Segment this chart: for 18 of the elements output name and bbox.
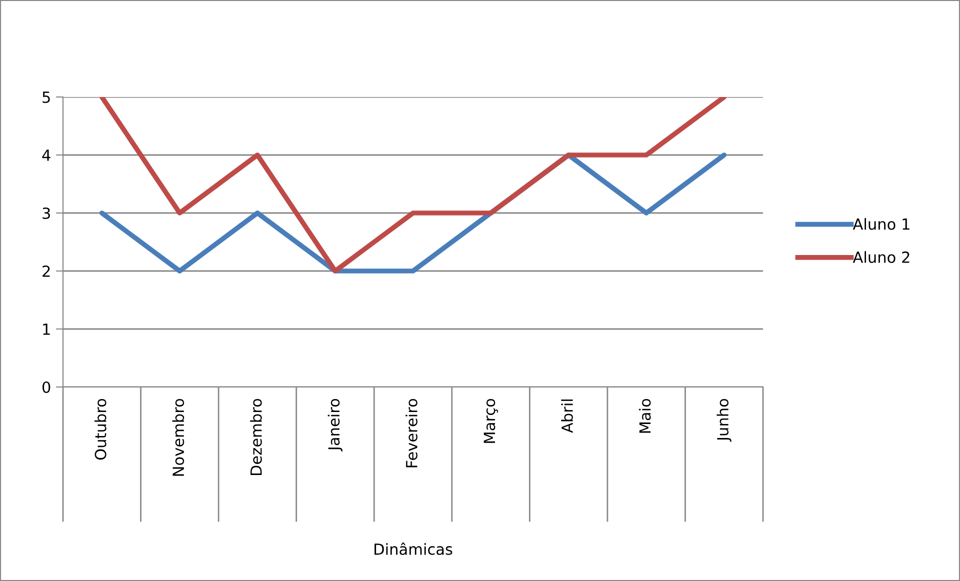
x-tick-label: Dezembro (250, 398, 262, 476)
y-tick-label: 4 (42, 150, 50, 161)
legend-label: Aluno 2 (852, 251, 910, 263)
y-tick-label: 2 (42, 265, 50, 277)
x-tick-label: Maio (638, 398, 651, 433)
x-tick-label: Fevereiro (406, 398, 418, 468)
y-tick-label: 3 (42, 207, 50, 220)
y-tick-label: 0 (42, 381, 50, 394)
x-tick-label: Junho (716, 398, 732, 442)
x-tick-label: Novembro (172, 398, 184, 476)
x-axis-title: Dinâmicas (374, 542, 452, 555)
x-tick-label: Janeiro (328, 398, 342, 452)
x-tick-label: Outubro (94, 398, 106, 460)
y-tick-label: 1 (43, 324, 50, 335)
y-tick-label: 5 (42, 92, 50, 104)
legend-label: Aluno 1 (852, 218, 910, 230)
x-tick-label: Março (484, 398, 498, 443)
x-tick-label: Abril (561, 400, 573, 433)
